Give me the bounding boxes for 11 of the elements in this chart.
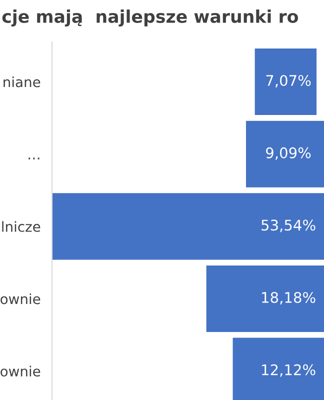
data-label: 9,09% [266,147,311,160]
text: cje mają najlepsze warunki ro [2,10,298,26]
data-label: 18,18% [262,292,316,304]
data-label: 53,54% [262,220,316,232]
category-label: ownie [0,293,40,304]
data-label: 7,07% [266,74,311,88]
category-label: lnicze [2,221,40,232]
category-label: ownie [0,366,40,377]
category-label: niane [4,76,40,88]
data-label: 12,12% [262,364,316,377]
category-label: … [28,158,40,160]
